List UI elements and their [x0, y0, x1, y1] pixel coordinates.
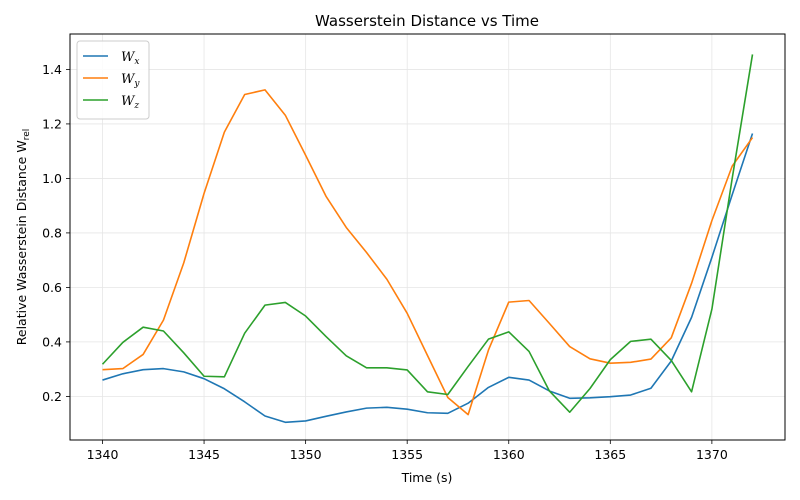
y-axis-label: Relative Wasserstein Distance Wrel: [14, 129, 32, 345]
series-line-wy: [102, 89, 754, 416]
legend-label-subscript: z: [133, 101, 139, 111]
series-line-wz: [101, 54, 754, 414]
legend-label-name: W: [121, 50, 136, 65]
plot-frame: [69, 33, 786, 441]
chart-title: Wasserstein Distance vs Time: [315, 12, 539, 30]
x-tick-label: 1340: [87, 447, 119, 462]
y-axis-label-main: Relative Wasserstein Distance W: [14, 140, 29, 345]
y-tick-label: 1.0: [42, 171, 62, 186]
legend-label-wz: Wz: [121, 94, 139, 111]
x-tick-label: 1360: [493, 447, 525, 462]
y-axis-label-subscript: rel: [22, 129, 32, 141]
legend-label-subscript: y: [133, 79, 140, 89]
series-layer: [101, 54, 754, 424]
y-tick-label: 0.6: [42, 280, 62, 295]
x-axis-label: Time (s): [401, 470, 453, 485]
y-tick-label: 1.2: [42, 116, 62, 131]
x-tick-label: 1350: [290, 447, 322, 462]
x-tick-label: 1370: [696, 447, 728, 462]
y-tick-label: 0.4: [42, 334, 62, 349]
y-tick-label: 1.4: [42, 62, 62, 77]
grid-lines: [70, 34, 785, 440]
legend-label-subscript: x: [134, 57, 139, 67]
y-tick-label: 0.2: [42, 389, 62, 404]
x-tick-label: 1355: [391, 447, 423, 462]
y-axis-ticks: 0.2 0.4 0.6 0.8 1.0 1.2 1.4: [42, 62, 70, 404]
x-tick-label: 1365: [594, 447, 626, 462]
legend-label-wx: Wx: [121, 50, 139, 67]
x-tick-label: 1345: [188, 447, 220, 462]
y-tick-label: 0.8: [42, 225, 62, 240]
x-axis-ticks: 1340 1345 1350 1355 1360 1365 1370: [87, 440, 728, 462]
legend-label-wy: Wy: [121, 72, 140, 89]
series-line-wx: [102, 133, 754, 424]
legend-label-name: W: [121, 94, 136, 109]
legend-label-name: W: [121, 72, 136, 87]
